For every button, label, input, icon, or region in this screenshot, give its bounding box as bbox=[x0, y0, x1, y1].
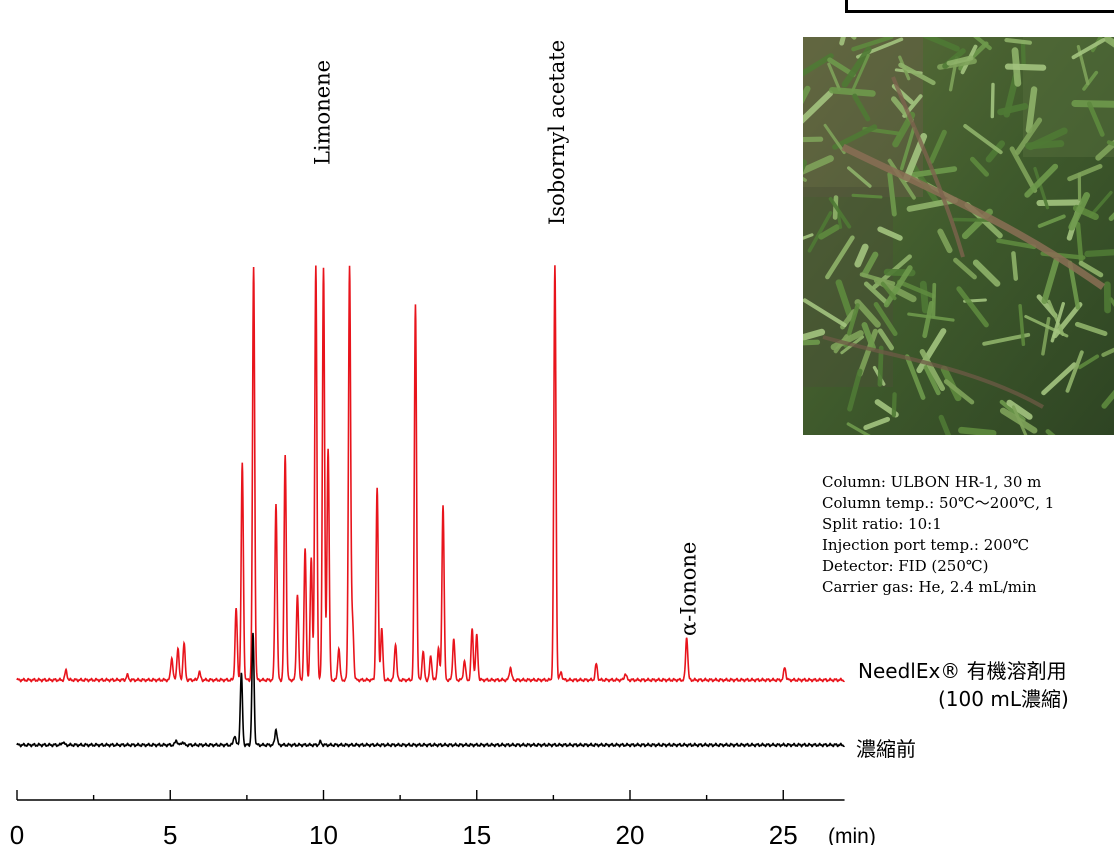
x-axis-unit-label: (min) bbox=[828, 825, 876, 845]
series-line-0 bbox=[16, 265, 845, 683]
series-sublabel-needlex: (100 mL濃縮) bbox=[938, 687, 1069, 711]
condition-detector: Detector: FID (250℃) bbox=[822, 557, 989, 575]
top-frame bbox=[845, 0, 1114, 13]
analysis-conditions: Column: ULBON HR-1, 30 m Column temp.: 5… bbox=[822, 472, 1054, 598]
annotation-1: Isobornyl acetate bbox=[545, 40, 569, 225]
chromatogram-traces bbox=[16, 265, 845, 748]
x-tick-label: 10 bbox=[309, 820, 338, 845]
condition-split-ratio: Split ratio: 10:1 bbox=[822, 515, 942, 533]
condition-column-temp: Column temp.: 50℃〜200℃, 1 bbox=[822, 494, 1055, 512]
rosemary-plant-image bbox=[803, 37, 1114, 435]
x-tick-label: 20 bbox=[616, 820, 645, 845]
annotation-0: Limonene bbox=[310, 60, 334, 165]
x-tick-label: 5 bbox=[163, 820, 177, 845]
condition-column: Column: ULBON HR-1, 30 m bbox=[822, 473, 1042, 491]
peak-annotations: Limonene Isobornyl acetate α-Ionone bbox=[310, 40, 700, 636]
series-label-needlex: NeedlEx® 有機溶剤用 bbox=[858, 659, 1067, 683]
annotation-2: α-Ionone bbox=[677, 542, 701, 636]
condition-injection-temp: Injection port temp.: 200℃ bbox=[822, 536, 1030, 554]
series-label-before: 濃縮前 bbox=[856, 737, 916, 761]
x-tick-label: 15 bbox=[462, 820, 491, 845]
x-tick-label: 25 bbox=[769, 820, 798, 845]
x-tick-label: 0 bbox=[10, 820, 24, 845]
series-line-1 bbox=[16, 632, 845, 748]
x-axis: 0 5 10 15 20 25 (min) bbox=[10, 790, 876, 845]
condition-carrier-gas: Carrier gas: He, 2.4 mL/min bbox=[822, 578, 1037, 596]
rosemary-photo bbox=[803, 37, 1114, 435]
